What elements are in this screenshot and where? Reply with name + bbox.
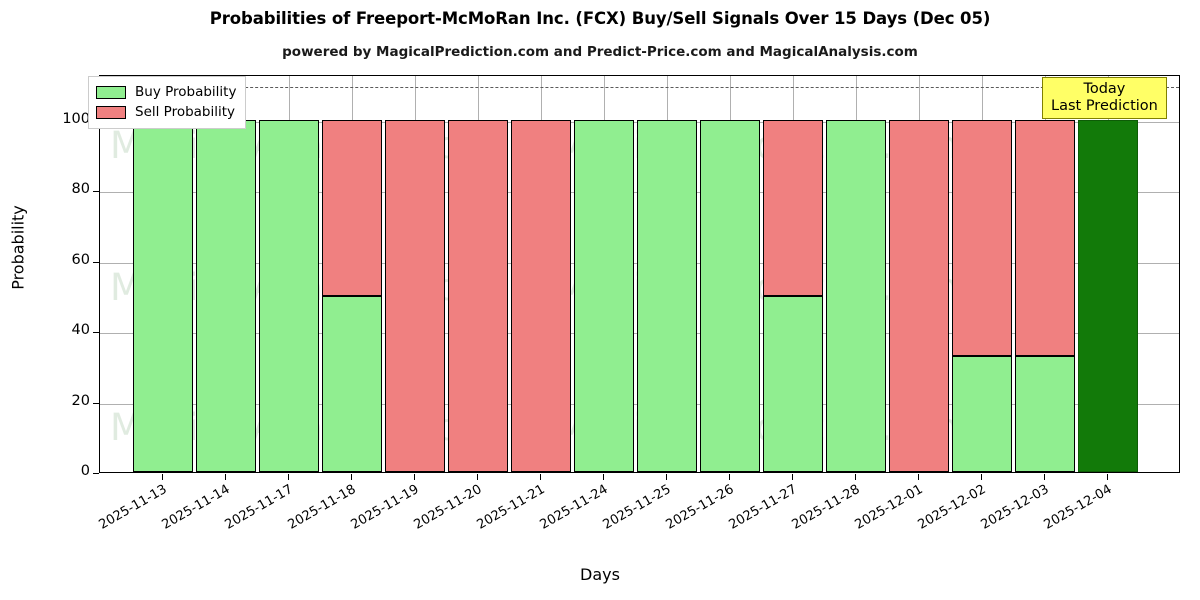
y-tick-label: 100 <box>62 110 90 127</box>
plot-area: MagicalAnalysis.comMagicalPrediction.com… <box>99 75 1180 473</box>
bar-segment-sell[interactable] <box>448 119 508 472</box>
legend-label-sell: Sell Probability <box>135 104 236 120</box>
bar-2025-11-17[interactable] <box>259 76 319 472</box>
x-tick-mark <box>1044 474 1045 480</box>
bar-2025-11-28[interactable] <box>826 76 886 472</box>
bar-segment-sell[interactable] <box>763 119 823 296</box>
x-tick-mark <box>792 474 793 480</box>
y-tick-label: 20 <box>71 392 90 409</box>
bar-segment-buy[interactable] <box>259 119 319 472</box>
bar-2025-12-04[interactable] <box>1078 76 1138 472</box>
bar-segment-sell[interactable] <box>952 119 1012 356</box>
x-tick-mark <box>351 474 352 480</box>
x-tick-mark <box>981 474 982 480</box>
y-tick-mark <box>93 332 99 334</box>
legend-swatch-buy <box>96 85 126 99</box>
bar-2025-12-01[interactable] <box>889 76 949 472</box>
legend-item-buy: Buy Probability <box>96 82 236 102</box>
y-tick-mark <box>93 402 99 404</box>
x-tick-mark <box>162 474 163 480</box>
bar-2025-12-03[interactable] <box>1015 76 1075 472</box>
page-title: Probabilities of Freeport-McMoRan Inc. (… <box>209 9 991 28</box>
x-tick-mark <box>603 474 604 480</box>
today-annotation: Today Last Prediction <box>1042 77 1167 120</box>
x-tick-mark <box>666 474 667 480</box>
bar-2025-11-19[interactable] <box>385 76 445 472</box>
chart-subtitle: powered by MagicalPrediction.com and Pre… <box>282 44 918 60</box>
x-tick-mark <box>540 474 541 480</box>
today-annotation-line2: Last Prediction <box>1051 97 1158 114</box>
chart-legend: Buy Probability Sell Probability <box>88 76 247 129</box>
bars-layer <box>100 76 1179 472</box>
x-tick-mark <box>729 474 730 480</box>
bar-segment-sell[interactable] <box>322 119 382 296</box>
x-tick-mark <box>288 474 289 480</box>
bar-2025-11-20[interactable] <box>448 76 508 472</box>
bar-segment-buy[interactable] <box>700 119 760 472</box>
y-tick-label: 40 <box>71 322 90 339</box>
bar-segment-sell[interactable] <box>511 119 571 472</box>
bar-segment-buy[interactable] <box>322 295 382 472</box>
bar-2025-11-13[interactable] <box>133 76 193 472</box>
bar-2025-11-14[interactable] <box>196 76 256 472</box>
bar-2025-11-26[interactable] <box>700 76 760 472</box>
bar-2025-12-02[interactable] <box>952 76 1012 472</box>
legend-label-buy: Buy Probability <box>135 84 237 100</box>
y-tick-label: 60 <box>71 251 90 268</box>
bar-segment-buy[interactable] <box>133 119 193 472</box>
bar-2025-11-21[interactable] <box>511 76 571 472</box>
x-tick-mark <box>225 474 226 480</box>
x-tick-mark <box>414 474 415 480</box>
today-annotation-line1: Today <box>1083 81 1126 97</box>
y-tick-label: 0 <box>80 463 90 479</box>
bar-segment-buy[interactable] <box>763 295 823 472</box>
x-tick-mark <box>855 474 856 480</box>
bar-segment-sell[interactable] <box>385 119 445 472</box>
bar-segment-buy[interactable] <box>952 355 1012 472</box>
bar-segment-buy[interactable] <box>574 119 634 472</box>
bar-2025-11-24[interactable] <box>574 76 634 472</box>
legend-item-sell: Sell Probability <box>96 102 236 122</box>
legend-swatch-sell <box>96 105 126 119</box>
y-tick-mark <box>93 473 99 474</box>
x-axis-label: Days <box>580 565 620 584</box>
bar-segment-sell[interactable] <box>1015 119 1075 356</box>
bar-2025-11-25[interactable] <box>637 76 697 472</box>
reference-line <box>100 86 1179 88</box>
bar-2025-11-18[interactable] <box>322 76 382 472</box>
y-tick-mark <box>93 261 99 263</box>
bar-segment-buy[interactable] <box>196 119 256 472</box>
x-tick-mark <box>1107 474 1108 480</box>
y-axis-label: Probability <box>8 205 28 290</box>
bar-segment-buy[interactable] <box>826 119 886 472</box>
bar-segment-buy[interactable] <box>1015 355 1075 472</box>
bar-2025-11-27[interactable] <box>763 76 823 472</box>
bar-segment-buy[interactable] <box>637 119 697 472</box>
y-tick-label: 80 <box>71 181 90 198</box>
x-tick-mark <box>918 474 919 480</box>
bar-segment-sell[interactable] <box>889 119 949 472</box>
y-tick-mark <box>93 191 99 193</box>
bar-segment-today[interactable] <box>1078 119 1138 472</box>
x-tick-mark <box>477 474 478 480</box>
